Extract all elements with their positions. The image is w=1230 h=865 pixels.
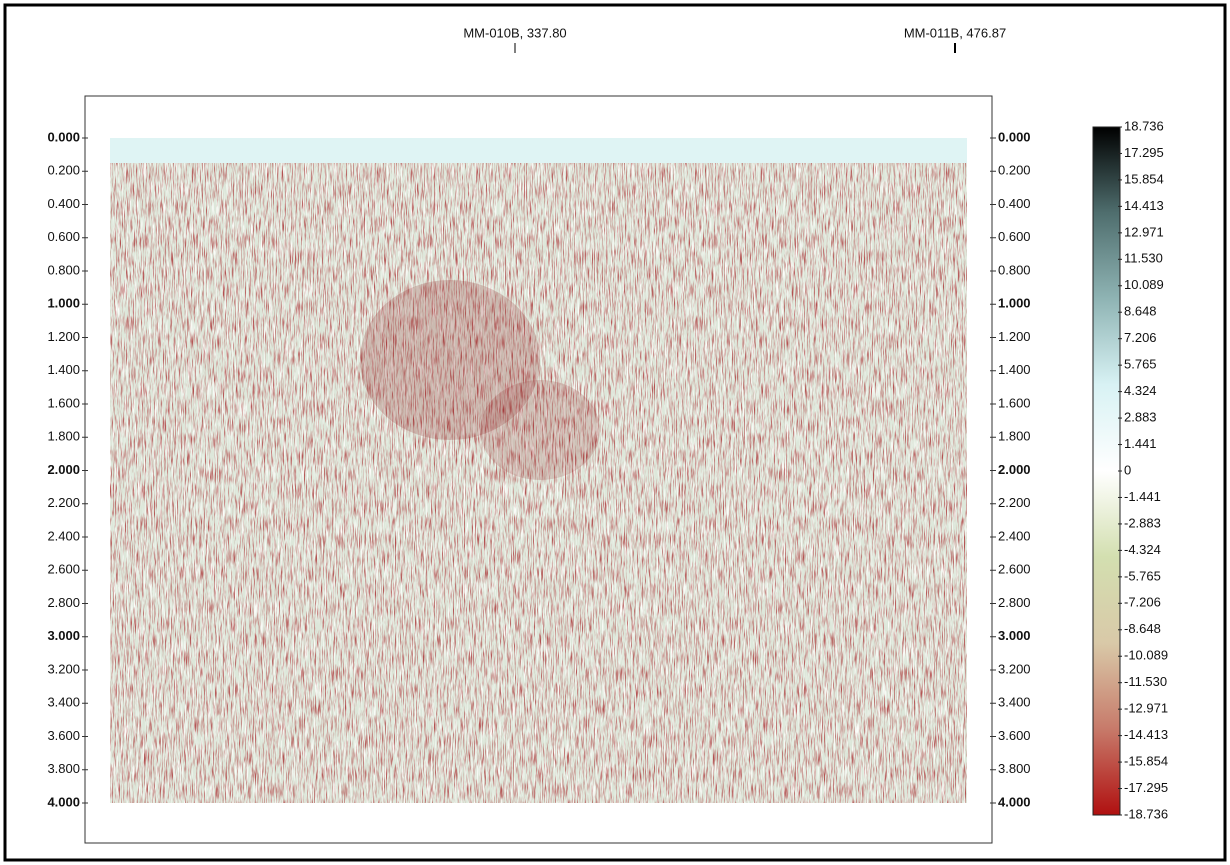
y-tick-label: 3.800	[998, 761, 1031, 776]
y-tick-label: 2.600	[998, 562, 1031, 577]
y-tick-label: 0.000	[998, 129, 1031, 144]
y-tick-label: 2.400	[47, 528, 80, 543]
colorbar-tick-label: -11.530	[1124, 674, 1167, 689]
y-tick-label: 1.800	[47, 429, 80, 444]
y-tick-label: 1.000	[47, 296, 80, 311]
y-tick-label: 1.800	[998, 429, 1031, 444]
colorbar-tick-label: -5.765	[1124, 568, 1161, 583]
colorbar-tick-label: 0	[1124, 462, 1131, 477]
y-tick-label: 0.000	[47, 129, 80, 144]
colorbar-tick-label: -18.736	[1124, 806, 1168, 821]
colorbar-tick-label: 4.324	[1124, 383, 1157, 398]
colorbar-tick-label: 10.089	[1124, 277, 1164, 292]
y-tick-label: 0.800	[998, 262, 1031, 277]
colorbar-tick-label: -2.883	[1124, 515, 1161, 530]
anomaly	[480, 380, 600, 480]
y-tick-label: 2.800	[47, 595, 80, 610]
y-tick-label: 3.600	[47, 728, 80, 743]
y-tick-label: 0.800	[47, 262, 80, 277]
image-top-band	[110, 138, 967, 163]
colorbar-tick-label: -8.648	[1124, 621, 1161, 636]
colorbar-tick-label: 12.971	[1124, 224, 1164, 239]
y-tick-label: 3.400	[47, 695, 80, 710]
colorbar-tick-label: 5.765	[1124, 357, 1157, 372]
y-tick-label: 0.600	[998, 229, 1031, 244]
colorbar-tick-label: -15.854	[1124, 754, 1168, 769]
colorbar-tick-label: 7.206	[1124, 330, 1157, 345]
colorbar-tick-label: -14.413	[1124, 727, 1168, 742]
y-tick-label: 3.000	[47, 628, 80, 643]
well-label: MM-010B, 337.80	[463, 25, 566, 40]
y-tick-label: 3.600	[998, 728, 1031, 743]
colorbar-tick-label: 15.854	[1124, 171, 1164, 186]
y-tick-label: 3.200	[998, 661, 1031, 676]
image-texture	[110, 138, 967, 803]
colorbar-tick-label: -7.206	[1124, 595, 1161, 610]
y-tick-label: 1.200	[47, 329, 80, 344]
colorbar-tick-label: 2.883	[1124, 410, 1157, 425]
well-label: MM-011B, 476.87	[904, 25, 1006, 40]
y-tick-label: 2.800	[998, 595, 1031, 610]
anomaly	[360, 280, 540, 440]
y-tick-label: 1.600	[998, 395, 1031, 410]
y-tick-label: 4.000	[47, 794, 80, 809]
colorbar-tick-label: -17.295	[1124, 780, 1168, 795]
y-tick-label: 1.600	[47, 395, 80, 410]
y-tick-label: 3.000	[998, 628, 1031, 643]
y-tick-label: 1.000	[998, 296, 1031, 311]
y-tick-label: 0.200	[998, 163, 1031, 178]
colorbar-tick-label: 14.413	[1124, 198, 1164, 213]
colorbar-tick-label: 17.295	[1124, 145, 1164, 160]
y-tick-label: 0.200	[47, 163, 80, 178]
y-tick-label: 0.400	[998, 196, 1031, 211]
colorbar-tick-label: -10.089	[1124, 648, 1168, 663]
y-tick-label: 2.000	[47, 462, 80, 477]
y-tick-label: 1.200	[998, 329, 1031, 344]
y-tick-label: 3.800	[47, 761, 80, 776]
y-tick-label: 3.200	[47, 661, 80, 676]
colorbar	[1092, 126, 1121, 816]
y-tick-label: 1.400	[47, 362, 80, 377]
seismic-image	[110, 138, 967, 803]
y-tick-label: 2.400	[998, 528, 1031, 543]
colorbar-tick-label: 1.441	[1124, 436, 1157, 451]
y-tick-label: 3.400	[998, 695, 1031, 710]
colorbar-tick-label: 18.736	[1124, 118, 1164, 133]
y-tick-label: 0.600	[47, 229, 80, 244]
y-tick-label: 2.200	[998, 495, 1031, 510]
y-tick-label: 1.400	[998, 362, 1031, 377]
colorbar-tick-label: 8.648	[1124, 304, 1157, 319]
y-tick-label: 2.200	[47, 495, 80, 510]
colorbar-tick-label: -12.971	[1124, 701, 1168, 716]
colorbar-tick-label: 11.530	[1124, 251, 1163, 266]
y-tick-label: 2.000	[998, 462, 1031, 477]
y-tick-label: 4.000	[998, 794, 1031, 809]
y-tick-label: 0.400	[47, 196, 80, 211]
colorbar-tick-label: -4.324	[1124, 542, 1161, 557]
colorbar-tick-label: -1.441	[1124, 489, 1161, 504]
y-tick-label: 2.600	[47, 562, 80, 577]
